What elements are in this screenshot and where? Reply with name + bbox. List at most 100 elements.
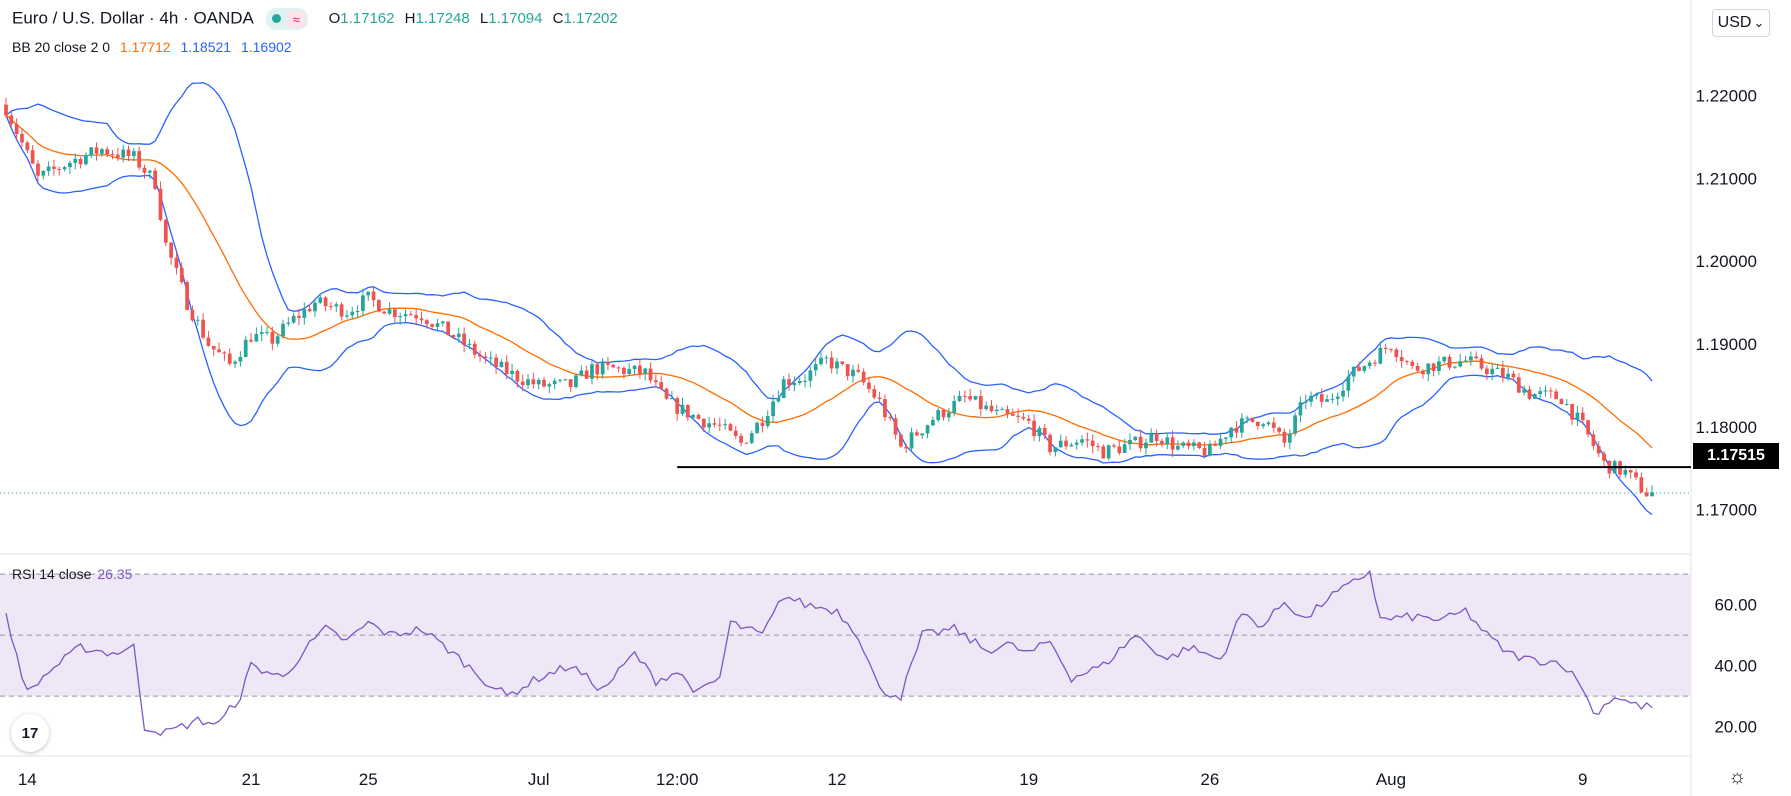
candle-body (1266, 422, 1271, 425)
candle-body (1511, 373, 1516, 378)
candle-body (254, 334, 259, 342)
indicator-badge[interactable]: ≈ (286, 11, 306, 29)
candle-body (121, 149, 126, 158)
candle-body (424, 320, 429, 325)
candle (723, 418, 727, 430)
candle-body (1485, 368, 1489, 375)
bb-legend[interactable]: BB 20 close 2 0 1.17712 1.18521 1.16902 (12, 39, 618, 55)
candle-body (163, 219, 168, 243)
candle (1639, 472, 1644, 494)
rsi-legend[interactable]: RSI 14 close 26.35 (12, 566, 132, 582)
candle-body (909, 432, 914, 449)
candle-body (606, 362, 610, 365)
candle (1575, 406, 1580, 426)
candle-body (648, 368, 653, 381)
currency-label: USD (1717, 14, 1752, 31)
bb-lower-line (5, 115, 1653, 516)
candle-body (206, 337, 211, 346)
bollinger-bands (5, 82, 1653, 516)
candle (281, 319, 285, 339)
candle (680, 397, 685, 416)
candle-body (153, 170, 158, 189)
candle (510, 363, 514, 380)
candle (153, 167, 158, 190)
candle-body (1117, 446, 1122, 453)
candle (845, 363, 850, 381)
candle (547, 382, 552, 394)
candle (1532, 393, 1537, 400)
candle-body (1245, 417, 1250, 419)
candle-body (1570, 403, 1574, 420)
candle-body (808, 370, 813, 381)
candle-body (313, 302, 317, 312)
tradingview-logo-icon[interactable]: 17 (11, 714, 49, 752)
candle (957, 390, 962, 402)
candle-body (542, 379, 546, 387)
candle-body (1623, 469, 1628, 475)
candle-body (1628, 469, 1633, 473)
candle-body (499, 361, 504, 368)
candle (259, 325, 264, 342)
candle (440, 320, 445, 327)
market-status-pill[interactable]: ≈ (265, 8, 308, 30)
candle-body (701, 418, 706, 428)
candle-body (1399, 357, 1404, 362)
candle (611, 364, 616, 368)
currency-select[interactable]: USD ⌄ (1712, 9, 1770, 37)
candle (648, 362, 653, 384)
candle-body (803, 380, 807, 382)
candle (121, 144, 126, 163)
candle (904, 444, 909, 454)
candle (1005, 405, 1010, 419)
candle (797, 377, 802, 386)
candle-body (201, 319, 205, 338)
candle (1634, 469, 1638, 480)
candle (265, 326, 269, 336)
candle (68, 160, 72, 175)
candle (579, 365, 584, 377)
candle (1133, 436, 1138, 442)
candle (377, 299, 381, 313)
candle (696, 413, 701, 420)
candle (936, 408, 941, 423)
candle-body (1474, 356, 1479, 359)
candle (1389, 348, 1393, 353)
candle (46, 161, 51, 176)
candle-body (824, 357, 829, 359)
candle-body (1431, 363, 1436, 371)
candle (835, 357, 839, 375)
candle-body (1314, 394, 1319, 396)
candle (158, 181, 163, 222)
candle-body (1239, 418, 1244, 433)
candle-body (382, 311, 387, 314)
candle-body (1410, 361, 1415, 366)
candle-body (1527, 389, 1532, 399)
gear-icon[interactable]: ☼ (1728, 766, 1747, 788)
candle-body (984, 405, 989, 410)
symbol-name[interactable]: Euro / U.S. Dollar (12, 8, 145, 28)
candle-body (1149, 434, 1154, 443)
candle (803, 374, 807, 388)
candle (254, 327, 259, 342)
candle (1181, 441, 1186, 449)
candle-body (899, 434, 903, 447)
candle (1602, 450, 1606, 468)
candle (41, 170, 46, 180)
candle (1485, 365, 1489, 381)
candle (1362, 365, 1367, 374)
candle-body (57, 168, 62, 170)
candle (318, 293, 323, 305)
candle-body (147, 170, 152, 173)
candle-body (1165, 437, 1170, 445)
candle-body (733, 430, 738, 436)
candle (1277, 426, 1281, 434)
candle (1394, 347, 1399, 363)
candle (558, 378, 562, 383)
candle (883, 394, 887, 422)
time-tick-label: 12:00 (656, 770, 699, 789)
interval-label[interactable]: 4h (159, 8, 179, 28)
candle (749, 430, 754, 445)
candle (1144, 438, 1148, 455)
candle (1053, 446, 1058, 457)
